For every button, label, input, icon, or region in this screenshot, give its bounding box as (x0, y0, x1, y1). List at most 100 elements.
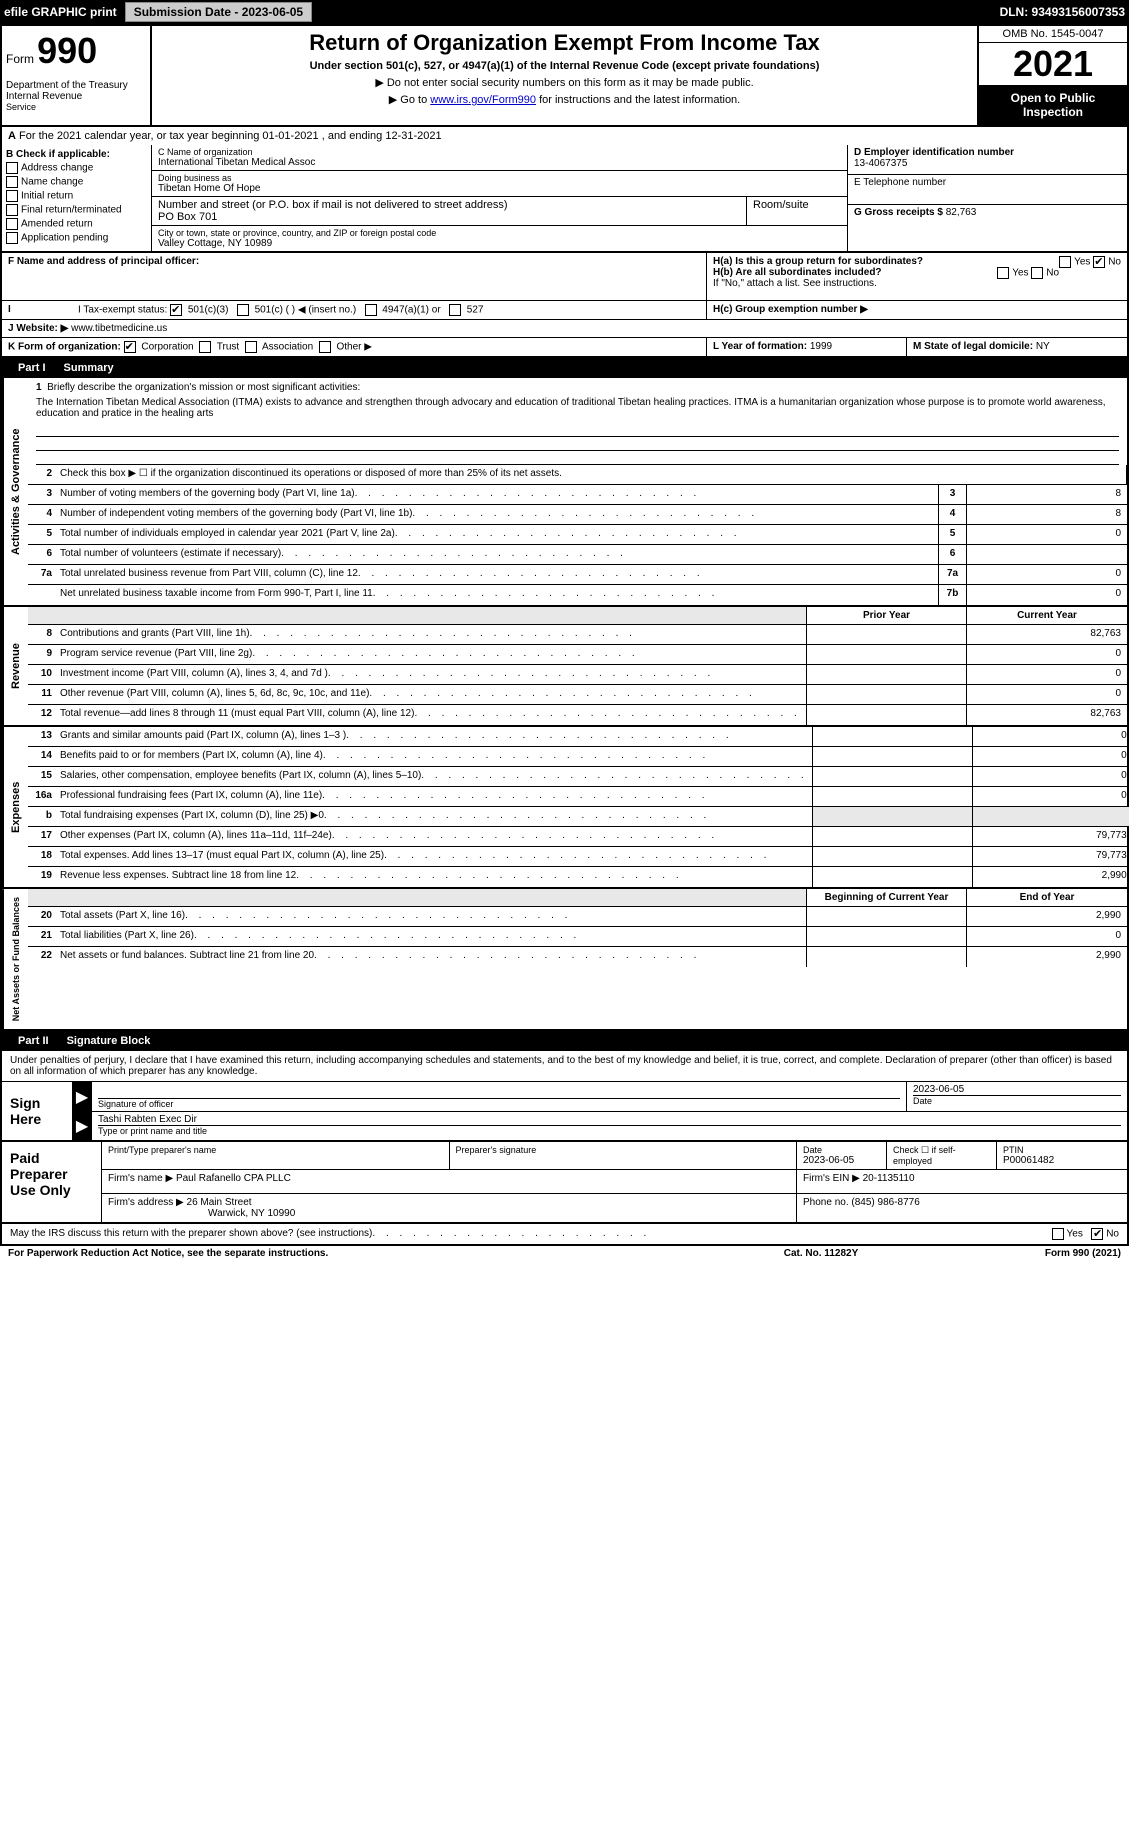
form-header-right: OMB No. 1545-0047 2021 Open to Public In… (977, 26, 1127, 125)
line-num: 14 (28, 747, 56, 766)
cb-other[interactable] (319, 341, 331, 353)
prior-val (807, 947, 967, 967)
current-val: 0 (967, 685, 1127, 704)
hb-yes[interactable] (997, 267, 1009, 279)
declaration-text: Under penalties of perjury, I declare th… (2, 1051, 1127, 1081)
sig-arrow-icon: ▶ (72, 1112, 92, 1140)
firm-ein-label: Firm's EIN ▶ (803, 1173, 860, 1184)
cb-initial-return[interactable]: Initial return (6, 190, 147, 202)
current-val: 0 (967, 645, 1127, 664)
ha-yes[interactable] (1059, 256, 1071, 268)
cb-application-pending[interactable]: Application pending (6, 232, 147, 244)
current-val: 82,763 (967, 705, 1127, 725)
line-num: 6 (28, 545, 56, 564)
form-header-center: Return of Organization Exempt From Incom… (152, 26, 977, 125)
current-val: 0 (973, 767, 1129, 786)
line-desc: Number of voting members of the governin… (56, 485, 939, 504)
line-num: 2 (28, 465, 56, 484)
data-line: 10 Investment income (Part VIII, column … (28, 665, 1127, 685)
hb-no[interactable] (1031, 267, 1043, 279)
paid-preparer-label: Paid Preparer Use Only (2, 1142, 102, 1222)
ein: 13-4067375 (854, 158, 1121, 169)
calendar-year-line: A For the 2021 calendar year, or tax yea… (0, 127, 1129, 145)
current-val: 2,990 (973, 867, 1129, 887)
section-m-label: M State of legal domicile: (913, 341, 1033, 352)
cb-trust[interactable] (199, 341, 211, 353)
mission-label: Briefly describe the organization's miss… (47, 382, 360, 393)
revenue-section: Revenue b Prior Year Current Year 8 Cont… (0, 607, 1129, 727)
discuss-line: May the IRS discuss this return with the… (0, 1224, 1129, 1246)
cb-amended-return[interactable]: Amended return (6, 218, 147, 230)
discuss-no[interactable] (1091, 1228, 1103, 1240)
cb-corporation[interactable] (124, 341, 136, 353)
firm-addr1: 26 Main Street (187, 1197, 252, 1208)
prior-val (807, 645, 967, 664)
mission-rule (36, 451, 1119, 465)
line-num: 10 (28, 665, 56, 684)
gov-side-label: Activities & Governance (2, 378, 28, 605)
h-c-label: H(c) Group exemption number ▶ (713, 304, 868, 315)
line-num: 8 (28, 625, 56, 644)
section-f-label: F Name and address of principal officer: (8, 256, 199, 267)
section-j: J Website: ▶ www.tibetmedicine.us (2, 320, 1127, 337)
data-line: 13 Grants and similar amounts paid (Part… (28, 727, 1129, 747)
sign-here-label: Sign Here (2, 1082, 72, 1140)
state-domicile: NY (1036, 341, 1050, 352)
form-footer: Form 990 (2021) (921, 1248, 1121, 1259)
line-num: b (28, 807, 56, 826)
net-assets-section: Net Assets or Fund Balances Beginning of… (0, 889, 1129, 1031)
cb-4947[interactable] (365, 304, 377, 316)
officer-name: Tashi Rabten Exec Dir (98, 1114, 1121, 1125)
cb-association[interactable] (245, 341, 257, 353)
prior-val (813, 727, 973, 746)
part-2-label: Part II (10, 1035, 57, 1047)
cb-name-change[interactable]: Name change (6, 176, 147, 188)
gov-line: 5 Total number of individuals employed i… (28, 525, 1127, 545)
cb-address-change[interactable]: Address change (6, 162, 147, 174)
sig-arrow-icon: ▶ (72, 1082, 92, 1111)
part-1-title: Summary (64, 362, 114, 374)
mission-line: 1 Briefly describe the organization's mi… (28, 378, 1127, 423)
line-desc: Other revenue (Part VIII, column (A), li… (56, 685, 807, 704)
dba-label: Doing business as (158, 173, 841, 183)
dba-row: Doing business as Tibetan Home Of Hope (152, 171, 847, 197)
data-line: 19 Revenue less expenses. Subtract line … (28, 867, 1129, 887)
section-l: L Year of formation: 1999 (707, 338, 907, 356)
line-num: 5 (28, 525, 56, 544)
prior-val (807, 927, 967, 946)
line-num: 3 (28, 485, 56, 504)
line-desc: Check this box ▶ ☐ if the organization d… (56, 465, 1127, 484)
line-num: 9 (28, 645, 56, 664)
signature-block: Under penalties of perjury, I declare th… (0, 1051, 1129, 1142)
section-i: I Tax-exempt status: 501(c)(3) 501(c) ( … (72, 301, 707, 319)
line-num (28, 585, 56, 605)
revenue-side-label: Revenue (2, 607, 28, 725)
ha-no[interactable] (1093, 256, 1105, 268)
cb-501c3[interactable] (170, 304, 182, 316)
prior-val (807, 625, 967, 644)
website-label: J Website: ▶ (8, 323, 68, 334)
irs-link[interactable]: www.irs.gov/Form990 (430, 94, 536, 106)
data-line: 11 Other revenue (Part VIII, column (A),… (28, 685, 1127, 705)
form-subtitle: Under section 501(c), 527, or 4947(a)(1)… (160, 60, 969, 72)
current-val: 2,990 (967, 907, 1127, 926)
cb-final-return[interactable]: Final return/terminated (6, 204, 147, 216)
line-val: 0 (967, 525, 1127, 544)
prior-val (813, 827, 973, 846)
cb-527[interactable] (449, 304, 461, 316)
expenses-section: Expenses 13 Grants and similar amounts p… (0, 727, 1129, 889)
form-word: Form (6, 52, 34, 66)
year-formation: 1999 (810, 341, 832, 352)
cb-501c[interactable] (237, 304, 249, 316)
line-num: 13 (28, 727, 56, 746)
sig-date-label: Date (913, 1095, 1121, 1106)
self-employed-check[interactable]: Check ☐ if self-employed (887, 1142, 997, 1169)
gov-line: 6 Total number of volunteers (estimate i… (28, 545, 1127, 565)
submission-date-button[interactable]: Submission Date - 2023-06-05 (125, 2, 312, 22)
line-desc: Grants and similar amounts paid (Part IX… (56, 727, 813, 746)
discuss-yes[interactable] (1052, 1228, 1064, 1240)
part-2-header: Part II Signature Block (0, 1031, 1129, 1051)
cat-no: Cat. No. 11282Y (721, 1248, 921, 1259)
data-line: 17 Other expenses (Part IX, column (A), … (28, 827, 1129, 847)
tax-year: 2021 (979, 43, 1127, 85)
